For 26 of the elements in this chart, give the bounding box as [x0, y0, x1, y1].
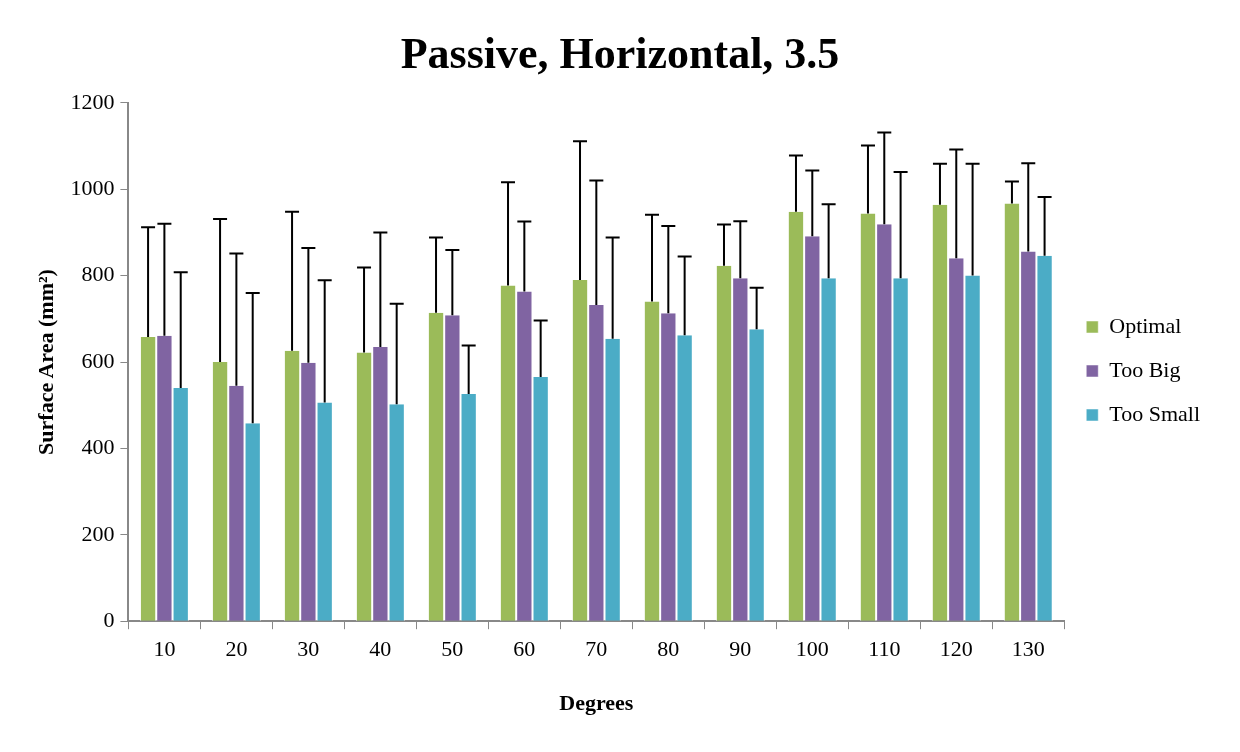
legend-label: Optimal	[1109, 312, 1182, 338]
legend-label: Too Small	[1109, 400, 1201, 426]
x-tick-label: 30	[297, 636, 320, 662]
legend-label: Too Big	[1109, 356, 1181, 382]
x-tick-label: 10	[153, 636, 176, 662]
x-tick-label: 50	[441, 636, 464, 662]
x-axis-title: Degrees	[559, 690, 634, 716]
x-tick-label: 40	[369, 636, 392, 662]
x-tick-label: 70	[585, 636, 608, 662]
x-tick-label: 120	[939, 636, 973, 662]
x-tick-label: 110	[868, 636, 901, 662]
x-tick-label: 90	[729, 636, 752, 662]
y-tick-label: 400	[81, 434, 115, 460]
x-tick-label: 100	[795, 636, 829, 662]
y-tick-label: 200	[81, 520, 115, 546]
y-tick-label: 600	[81, 347, 115, 373]
x-tick-label: 130	[1011, 636, 1045, 662]
x-tick-label: 20	[225, 636, 248, 662]
y-tick-label: 0	[103, 606, 115, 632]
chart-title: Passive, Horizontal, 3.5	[400, 28, 840, 78]
x-tick-label: 80	[657, 636, 680, 662]
y-tick-label: 1000	[70, 174, 115, 200]
y-tick-label: 1200	[70, 88, 115, 114]
y-tick-label: 800	[81, 261, 115, 287]
y-axis-title: Surface Area (mm²)	[32, 269, 58, 455]
x-tick-label: 60	[513, 636, 536, 662]
